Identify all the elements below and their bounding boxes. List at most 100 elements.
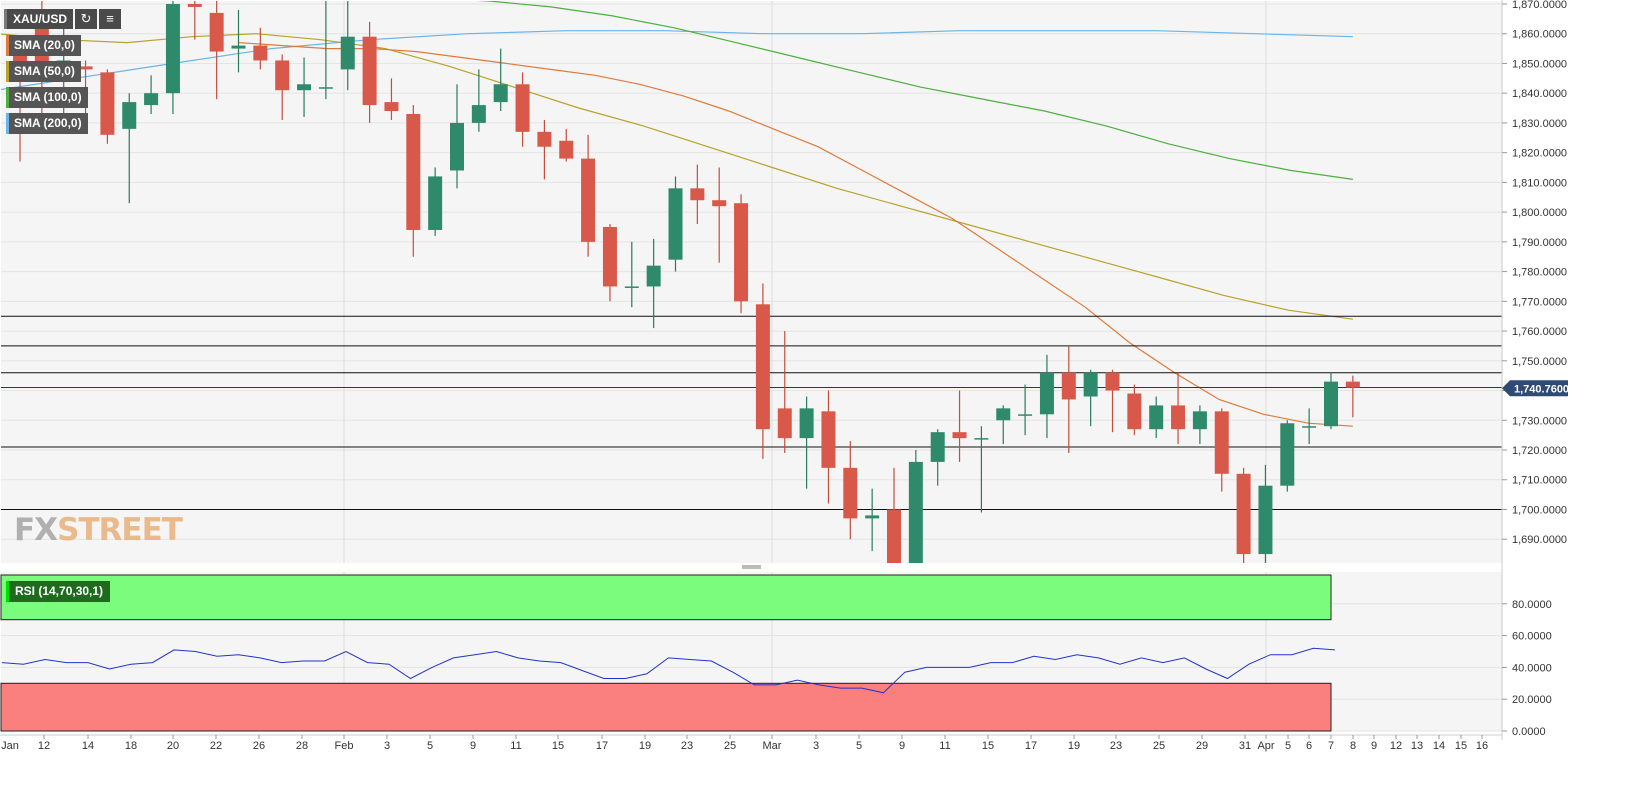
sma50-line bbox=[1, 33, 1353, 320]
fxstreet-logo: FXSTREET bbox=[14, 512, 183, 548]
candle-body-23 bbox=[515, 84, 530, 132]
sma100-label[interactable]: SMA (100,0) bbox=[6, 87, 88, 108]
time-tick-label-16: 23 bbox=[681, 740, 693, 752]
candle-body-24 bbox=[537, 131, 552, 147]
chart-settings-icon[interactable]: ≡ bbox=[99, 9, 122, 29]
candle-body-50 bbox=[1105, 372, 1120, 391]
price-tick-label-8: 1,790.0000 bbox=[1512, 237, 1567, 249]
price-tick-label-16: 1,710.0000 bbox=[1512, 475, 1567, 487]
time-tick-label-1: 12 bbox=[38, 740, 50, 752]
time-tick-label-27: 25 bbox=[1153, 740, 1165, 752]
sma50-label[interactable]: SMA (50,0) bbox=[6, 61, 81, 82]
candle-body-22 bbox=[493, 84, 508, 103]
price-tick-label-2: 1,850.0000 bbox=[1512, 58, 1567, 70]
time-tick-label-13: 15 bbox=[552, 740, 564, 752]
sma200-label-text: SMA (200,0) bbox=[14, 116, 82, 130]
time-tick-label-37: 13 bbox=[1411, 740, 1423, 752]
symbol-label[interactable]: XAU/USD bbox=[4, 9, 74, 29]
candle-body-3 bbox=[78, 66, 93, 70]
sma50-swatch bbox=[6, 61, 9, 82]
time-tick-label-26: 23 bbox=[1110, 740, 1122, 752]
price-tick-label-17: 1,700.0000 bbox=[1512, 504, 1567, 516]
rsi-swatch bbox=[6, 581, 9, 602]
candle-body-6 bbox=[144, 93, 159, 106]
time-tick-label-33: 7 bbox=[1328, 740, 1334, 752]
candle-body-39 bbox=[865, 515, 880, 519]
candle-body-41 bbox=[908, 461, 923, 563]
price-tick-label-6: 1,810.0000 bbox=[1512, 177, 1567, 189]
time-tick-label-40: 16 bbox=[1476, 740, 1488, 752]
time-tick-label-11: 9 bbox=[470, 740, 476, 752]
candle-body-48 bbox=[1061, 372, 1076, 400]
rsi-line bbox=[1, 647, 1335, 694]
candle-body-60 bbox=[1324, 381, 1338, 427]
candle-body-51 bbox=[1127, 393, 1142, 430]
price-panel-bg bbox=[1, 1, 1502, 563]
logo-fx: FX bbox=[14, 512, 58, 548]
candle-body-37 bbox=[821, 411, 836, 468]
price-tick-label-12: 1,750.0000 bbox=[1512, 356, 1567, 368]
candle-body-11 bbox=[253, 45, 268, 61]
chart-toolbar: XAU/USD ↻ ≡ bbox=[4, 8, 122, 30]
refresh-icon[interactable]: ↻ bbox=[75, 9, 98, 29]
time-tick-label-17: 25 bbox=[724, 740, 736, 752]
rsi-tick-label-4: 0.0000 bbox=[1512, 726, 1546, 738]
candle-body-58 bbox=[1280, 423, 1295, 486]
time-tick-label-4: 20 bbox=[167, 740, 179, 752]
candle-body-44 bbox=[974, 438, 989, 440]
sma200-swatch bbox=[6, 113, 9, 134]
candle-body-26 bbox=[581, 158, 596, 242]
price-tick-label-15: 1,720.0000 bbox=[1512, 445, 1567, 457]
time-tick-label-10: 5 bbox=[427, 740, 433, 752]
time-tick-label-15: 19 bbox=[639, 740, 651, 752]
sma200-label[interactable]: SMA (200,0) bbox=[6, 113, 88, 134]
panel-resize-handle bbox=[742, 565, 761, 569]
time-tick-label-6: 26 bbox=[253, 740, 265, 752]
candle-body-19 bbox=[428, 176, 443, 230]
price-tick-label-1: 1,860.0000 bbox=[1512, 29, 1567, 41]
rsi-label[interactable]: RSI (14,70,30,1) bbox=[6, 581, 111, 602]
candle-body-13 bbox=[297, 84, 312, 91]
candle-body-30 bbox=[668, 188, 683, 260]
candle-body-31 bbox=[690, 188, 705, 201]
rsi-tick-label-0: 80.0000 bbox=[1512, 599, 1552, 611]
time-tick-label-14: 17 bbox=[596, 740, 608, 752]
rsi-label-text: RSI (14,70,30,1) bbox=[15, 584, 104, 598]
time-tick-label-9: 3 bbox=[384, 740, 390, 752]
rsi-tick-label-1: 60.0000 bbox=[1512, 631, 1552, 643]
price-tick-label-10: 1,770.0000 bbox=[1512, 296, 1567, 308]
candle-body-15 bbox=[340, 36, 355, 70]
candle-body-56 bbox=[1236, 473, 1251, 555]
candle-body-10 bbox=[231, 45, 246, 49]
logo-street: STREET bbox=[57, 512, 183, 548]
time-tick-label-2: 14 bbox=[82, 740, 94, 752]
time-tick-label-7: 28 bbox=[296, 740, 308, 752]
candle-body-25 bbox=[559, 140, 574, 159]
candle-body-57 bbox=[1258, 485, 1273, 555]
time-tick-label-22: 11 bbox=[939, 740, 950, 752]
time-tick-label-0: Jan bbox=[1, 740, 19, 752]
candle-body-33 bbox=[734, 203, 749, 302]
time-tick-label-25: 19 bbox=[1068, 740, 1080, 752]
candle-body-42 bbox=[930, 432, 945, 462]
candle-body-38 bbox=[843, 467, 858, 519]
time-tick-label-29: 31 bbox=[1239, 740, 1251, 752]
current-price-tag bbox=[1502, 380, 1568, 397]
candle-body-9 bbox=[209, 12, 224, 52]
price-tick-label-7: 1,800.0000 bbox=[1512, 207, 1567, 219]
price-tick-label-11: 1,760.0000 bbox=[1512, 326, 1567, 338]
candle-body-7 bbox=[165, 3, 180, 94]
rsi-oversold-zone bbox=[0, 682, 1332, 732]
time-tick-label-32: 6 bbox=[1306, 740, 1312, 752]
time-tick-label-5: 22 bbox=[210, 740, 222, 752]
rsi-tick-label-2: 40.0000 bbox=[1512, 662, 1552, 674]
candle-body-47 bbox=[1039, 372, 1054, 415]
candle-body-17 bbox=[384, 102, 399, 112]
candle-body-27 bbox=[602, 226, 617, 287]
sma20-label-text: SMA (20,0) bbox=[14, 38, 75, 52]
candle-body-18 bbox=[406, 113, 421, 230]
sma20-label[interactable]: SMA (20,0) bbox=[6, 35, 81, 56]
time-tick-label-24: 17 bbox=[1025, 740, 1037, 752]
sma100-swatch bbox=[6, 87, 9, 108]
